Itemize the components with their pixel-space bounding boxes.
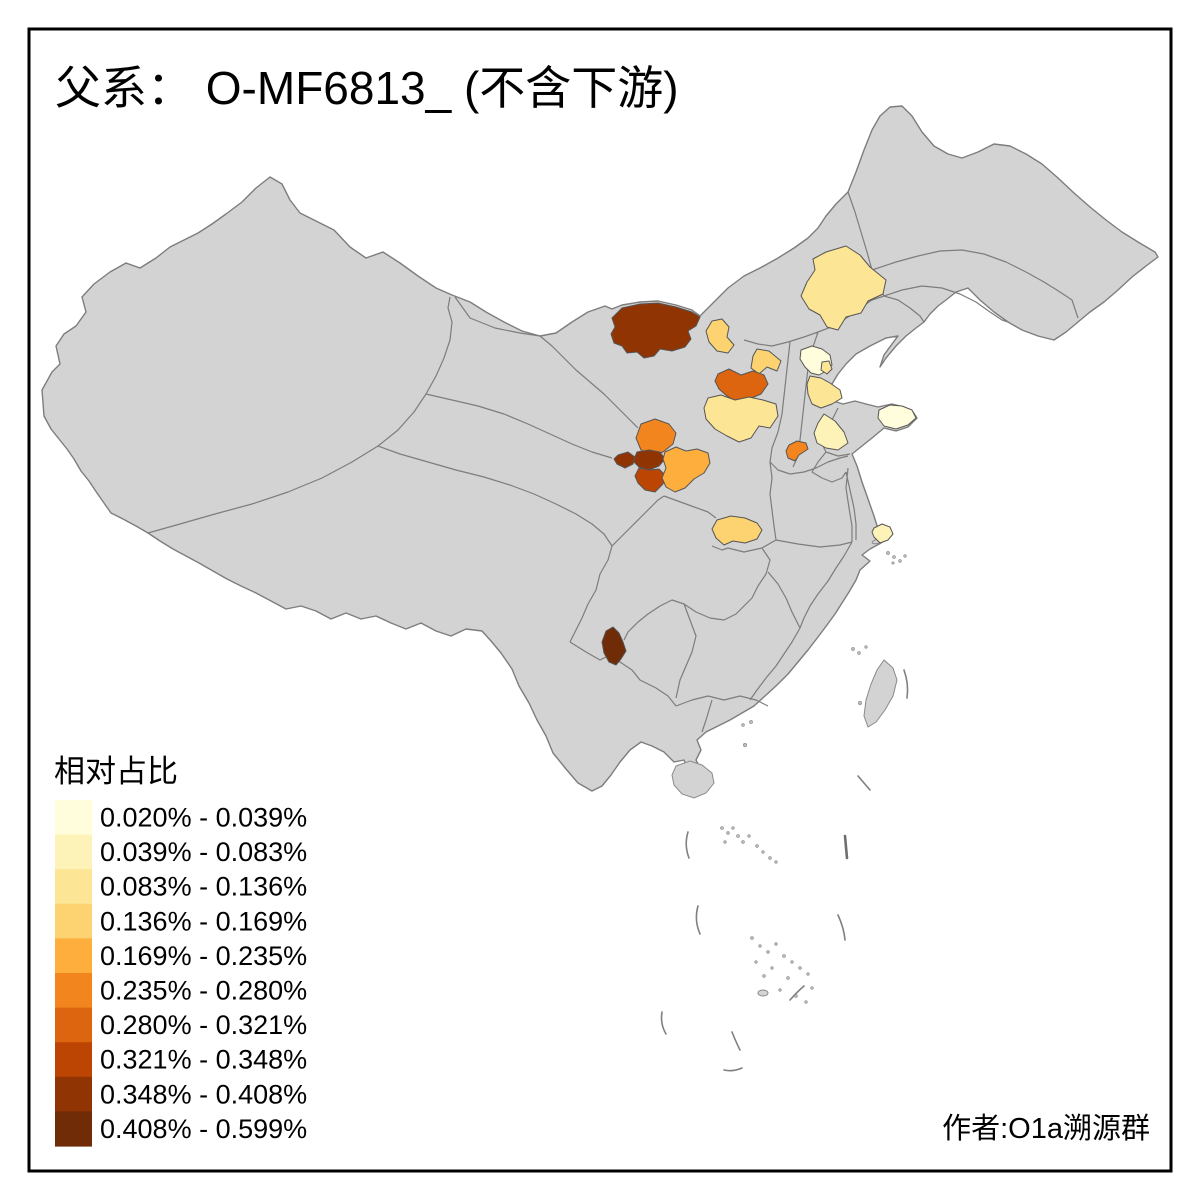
hainan-island: [671, 760, 715, 799]
legend-title: 相对占比: [54, 754, 178, 789]
map-region-region-8: [632, 449, 666, 471]
map-region-region-18: [877, 404, 917, 430]
legend-swatch: [55, 1076, 92, 1112]
map-region-region-11: [661, 446, 711, 493]
map-region-region-3: [705, 318, 735, 354]
map-region-region-1: [610, 302, 701, 359]
choropleth-regions: [601, 245, 917, 666]
legend: 相对占比 0.020% - 0.039% 0.039% - 0.083% 0.083…: [54, 754, 307, 1147]
legend-label: 0.321% - 0.348%: [100, 1045, 307, 1075]
map-region-region-19: [871, 523, 894, 544]
legend-label: 0.039% - 0.083%: [100, 837, 307, 867]
legend-swatch: [55, 903, 92, 939]
legend-label: 0.020% - 0.039%: [100, 803, 307, 833]
map-region-region-9: [613, 451, 636, 469]
legend-swatch: [55, 1042, 92, 1078]
legend-label: 0.280% - 0.321%: [100, 1010, 307, 1040]
legend-label: 0.136% - 0.169%: [100, 906, 307, 936]
legend-label: 0.235% - 0.280%: [100, 976, 307, 1006]
plot-frame: [27, 27, 1173, 1173]
legend-swatch: [55, 1111, 92, 1147]
legend-label: 0.169% - 0.235%: [100, 941, 307, 971]
legend-swatch: [55, 834, 92, 870]
legend-label: 0.408% - 0.599%: [100, 1114, 307, 1144]
map-region-region-5: [714, 368, 769, 403]
map-region-region-15: [820, 360, 833, 375]
legend-swatch: [55, 1007, 92, 1043]
sea-boundary-dashes: [660, 669, 909, 1072]
map-region-region-20: [601, 626, 627, 666]
map-region-region-6: [703, 394, 779, 443]
legend-rows: 0.020% - 0.039% 0.039% - 0.083% 0.083% - 0…: [55, 800, 307, 1147]
map-region-region-16: [806, 375, 843, 409]
map-region-region-7: [635, 418, 677, 457]
legend-swatch: [55, 800, 92, 836]
province-borders: [147, 191, 1079, 733]
map-title: 父系： O-MF6813_ (不含下游): [55, 62, 679, 114]
legend-label: 0.348% - 0.408%: [100, 1079, 307, 1109]
map-region-region-4: [750, 348, 782, 375]
taiwan-island: [863, 659, 898, 728]
legend-swatch: [55, 938, 92, 974]
small-island: [757, 989, 769, 997]
legend-label: 0.083% - 0.136%: [100, 872, 307, 902]
map-region-region-10: [634, 467, 666, 493]
map-region-region-17: [813, 413, 849, 451]
author-credit: 作者:O1a溯源群: [942, 1112, 1150, 1145]
legend-swatch: [55, 869, 92, 905]
map-region-region-13: [785, 440, 809, 462]
legend-swatch: [55, 973, 92, 1009]
map-region-region-2: [800, 245, 887, 331]
map-region-region-12: [711, 515, 763, 546]
island-specks: [720, 551, 907, 1004]
